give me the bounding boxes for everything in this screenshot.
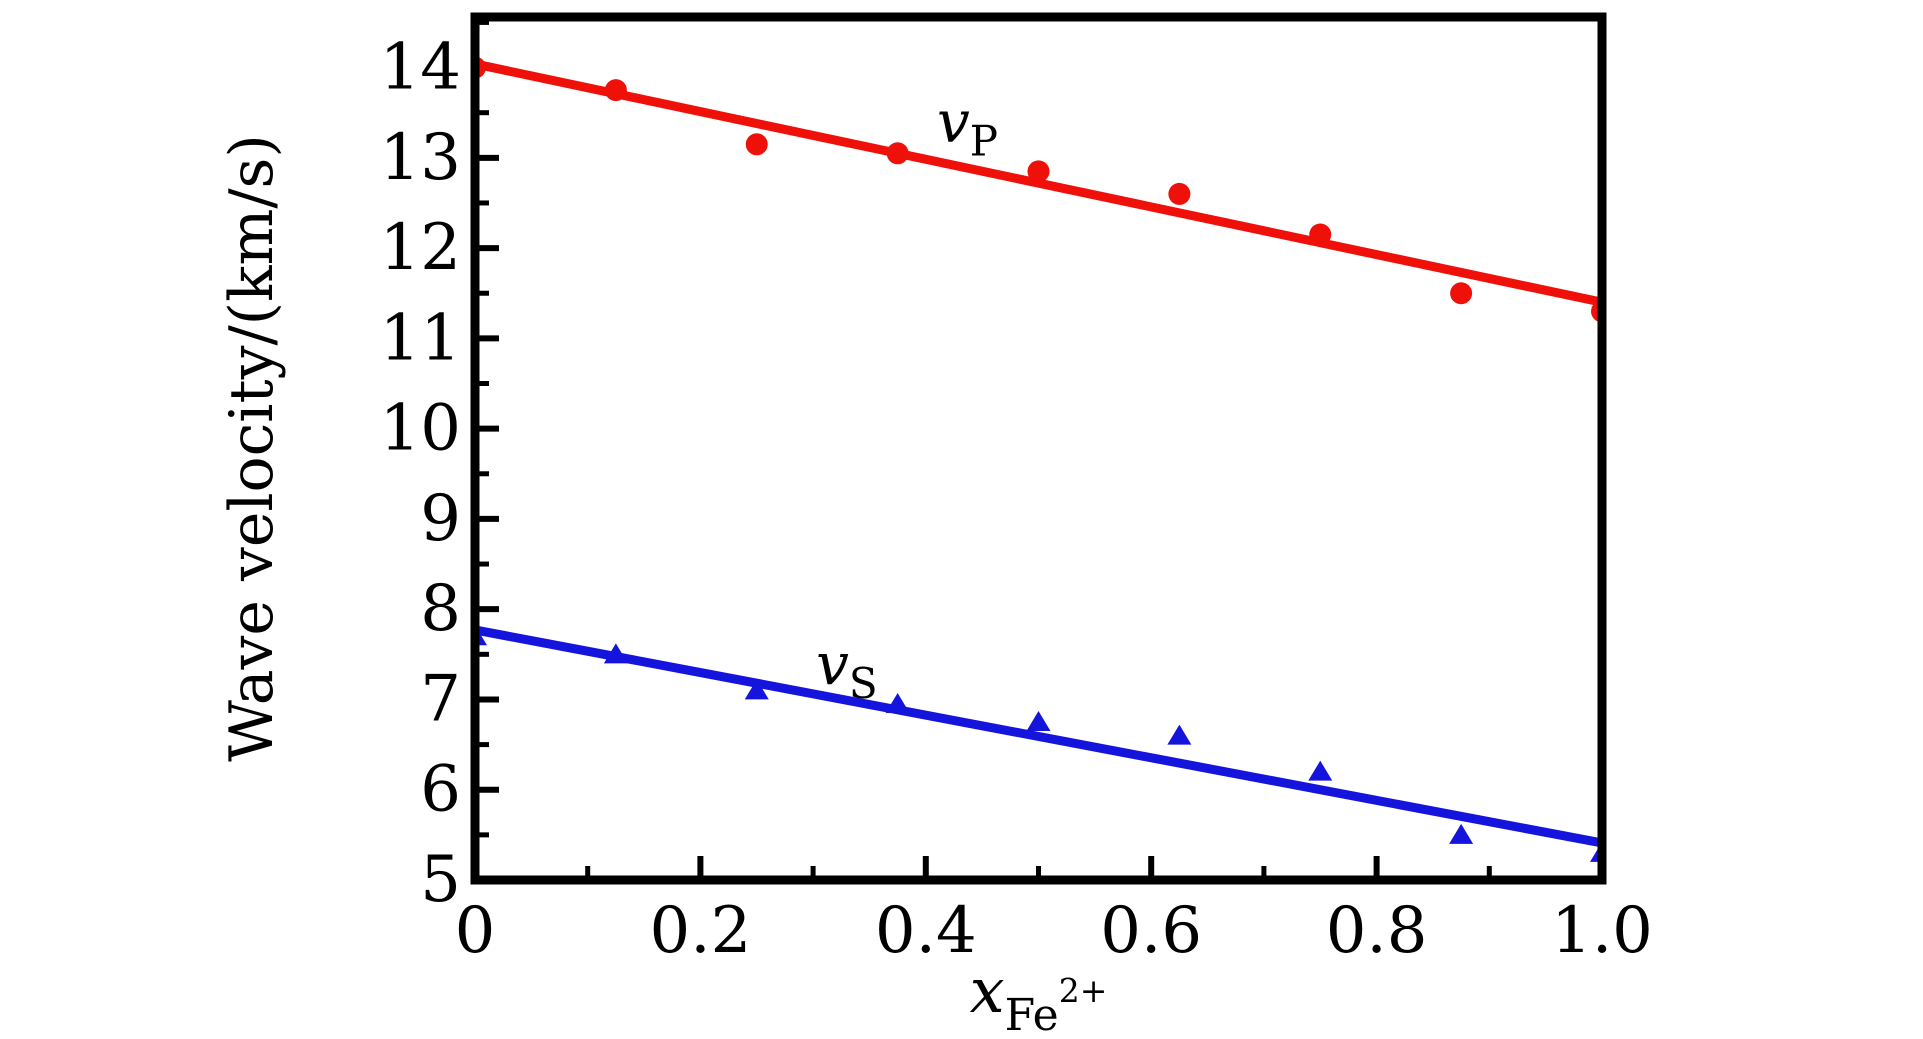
y-axis-tick-label: 9 [420, 482, 461, 556]
vP-marker [1027, 160, 1050, 183]
y-axis-tick-label: 13 [380, 121, 461, 195]
y-axis-tick-label: 8 [420, 572, 461, 646]
vS-marker [603, 643, 628, 664]
vS-series [475, 625, 1602, 862]
vP-marker [604, 79, 627, 102]
y-axis-title: Wave velocity/(km/s) [217, 134, 287, 762]
y-axis-tick-label: 11 [380, 301, 461, 375]
y-axis-tick-label: 10 [380, 392, 461, 466]
vS-marker [1026, 711, 1051, 732]
vS-marker [744, 679, 769, 700]
vS-marker [885, 692, 910, 713]
y-axis-tick-label: 12 [380, 211, 461, 285]
vP-series [475, 56, 1602, 323]
vP-fit-line [475, 59, 1602, 307]
vP-series-label: vP [937, 88, 998, 166]
vS-series-label: vS [816, 630, 878, 708]
vP-marker [1309, 223, 1332, 246]
x-axis-tick-label: 0 [455, 894, 496, 968]
vP-marker [886, 142, 909, 165]
vS-marker [1167, 724, 1192, 745]
x-axis-tick-label: 0.8 [1326, 894, 1428, 968]
x-axis-tick-label: 0.2 [650, 894, 752, 968]
vP-marker [1450, 282, 1473, 305]
y-axis-tick-label: 14 [380, 31, 461, 105]
vS-marker [1449, 823, 1474, 844]
plot-frame [470, 12, 1607, 885]
x-axis-tick-label: 0.6 [1100, 894, 1202, 968]
y-axis-tick-label: 5 [420, 843, 461, 917]
y-axis-tick-label: 7 [420, 662, 461, 736]
x-axis-tick-label: 1.0 [1551, 894, 1653, 968]
vP-marker [745, 133, 768, 156]
vS-marker [1308, 760, 1333, 781]
x-axis-title: xFe2+ [970, 954, 1108, 1039]
x-axis-tick-label: 0.4 [875, 894, 977, 968]
y-axis-tick-label: 6 [420, 753, 461, 827]
vP-marker [1168, 182, 1191, 205]
vS-fit-line [475, 625, 1602, 848]
